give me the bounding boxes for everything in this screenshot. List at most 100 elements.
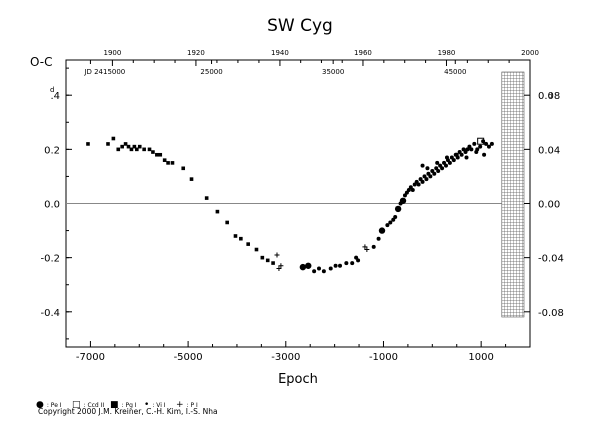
point-pg-i — [155, 152, 159, 157]
point-vi-i — [472, 141, 477, 146]
point-p-i — [278, 263, 284, 269]
x-tick-label: -7000 — [76, 352, 105, 363]
year-axis: 1900 1920 1940 1960 1980 2000 — [103, 49, 539, 66]
y-axis-unit-right: d — [548, 92, 552, 100]
x-tick-label: -5000 — [174, 352, 203, 363]
point-vi-i — [440, 166, 445, 171]
jd-tick-label: 35000 — [322, 68, 344, 76]
legend-label: : Vi I — [152, 402, 166, 409]
point-vi-i — [393, 215, 398, 220]
point-vi-i — [312, 269, 317, 274]
point-pg-i — [132, 144, 137, 149]
point-pg-i — [254, 247, 259, 252]
legend-label: : Ccd II — [83, 402, 105, 409]
point-pg-i — [120, 144, 124, 149]
legend-symbol: ● — [36, 400, 44, 410]
year-tick-label: 1900 — [103, 49, 121, 57]
point-pg-i — [151, 150, 155, 154]
point-pe-i — [378, 227, 386, 234]
point-pg-i — [162, 158, 167, 162]
point-pg-i — [233, 234, 238, 238]
point-pe-i — [305, 262, 312, 269]
chart-title: SW Cyg — [267, 16, 333, 36]
y2-tick-label: 0.00 — [538, 200, 560, 211]
point-vi-i — [354, 255, 359, 260]
point-vi-i — [350, 261, 355, 266]
x-axis: -7000 -5000 -3000 -1000 1000 — [65, 341, 531, 363]
point-vi-i — [432, 171, 437, 176]
point-pg-i — [225, 220, 229, 225]
legend-symbol: + — [176, 400, 184, 410]
point-vi-i — [424, 177, 429, 182]
point-vi-i — [436, 169, 441, 174]
point-vi-i — [489, 141, 494, 146]
point-vi-i — [328, 266, 333, 271]
point-vi-i — [444, 155, 449, 160]
year-tick-label: 1920 — [187, 49, 205, 57]
legend-label: : Pe I — [46, 402, 62, 409]
point-vi-i — [447, 160, 452, 165]
x-tick-label: -3000 — [271, 352, 300, 363]
point-vi-i — [464, 155, 469, 160]
y-tick-label: -0.2 — [40, 254, 60, 265]
point-pg-i — [111, 136, 116, 141]
point-pg-i — [181, 166, 186, 171]
point-pg-i — [215, 209, 220, 214]
point-pg-i — [158, 152, 163, 157]
legend-symbol: ■ — [110, 400, 119, 410]
point-vi-i — [443, 163, 448, 168]
point-pg-i — [142, 147, 146, 152]
point-vi-i — [469, 147, 474, 152]
legend-item: □: Ccd II — [72, 392, 104, 411]
point-p-i — [364, 247, 370, 253]
point-vi-i — [333, 263, 338, 268]
year-tick-label: 2000 — [521, 49, 539, 57]
y2-tick-label: -0.08 — [538, 308, 564, 319]
point-pg-i — [260, 255, 265, 260]
point-pe-i — [394, 205, 402, 213]
point-pg-i — [170, 161, 175, 165]
y-tick-label: 0.2 — [44, 145, 60, 156]
hatched-rect — [501, 71, 525, 318]
jd-tick-label: JD 2415000 — [83, 68, 125, 76]
point-pg-i — [166, 161, 170, 165]
point-pg-i — [129, 147, 134, 152]
point-vi-i — [474, 150, 479, 155]
point-vi-i — [420, 163, 425, 168]
point-pg-i — [137, 144, 142, 149]
point-vi-i — [420, 179, 425, 184]
point-pg-i — [239, 236, 243, 241]
x-tick-label: -1000 — [369, 352, 398, 363]
point-pg-i — [265, 258, 270, 263]
point-pg-i — [204, 196, 209, 200]
point-vi-i — [486, 144, 491, 149]
point-vi-i — [482, 152, 487, 157]
point-p-i — [362, 244, 368, 250]
x-tick-label: 1000 — [468, 352, 493, 363]
point-vi-i — [398, 201, 403, 206]
legend-item: ■: Pg I — [110, 392, 137, 411]
point-vi-i — [478, 144, 483, 149]
point-vi-i — [338, 263, 343, 268]
legend-item: ●: Pe I — [36, 392, 62, 411]
point-vi-i — [484, 141, 489, 146]
point-pg-i — [246, 242, 250, 246]
legend-item: •: Vi I — [144, 392, 166, 411]
legend-item: +: P I — [176, 392, 198, 411]
y-tick-label: 0.0 — [44, 200, 60, 211]
year-tick-label: 1940 — [271, 49, 289, 57]
jd-tick-label: 45000 — [444, 68, 466, 76]
point-pg-i — [123, 142, 128, 146]
y-axis-unit-left: d — [50, 86, 54, 94]
point-pg-i — [86, 142, 90, 146]
point-vi-i — [371, 244, 376, 249]
year-tick-label: 1960 — [354, 49, 372, 57]
y2-tick-label: 0.04 — [538, 145, 560, 156]
x-axis-label: Epoch — [278, 372, 318, 387]
data-points — [86, 136, 494, 274]
point-vi-i — [416, 182, 421, 187]
point-vi-i — [425, 166, 430, 171]
legend-symbol: □ — [72, 400, 81, 410]
point-pg-i — [135, 147, 139, 152]
